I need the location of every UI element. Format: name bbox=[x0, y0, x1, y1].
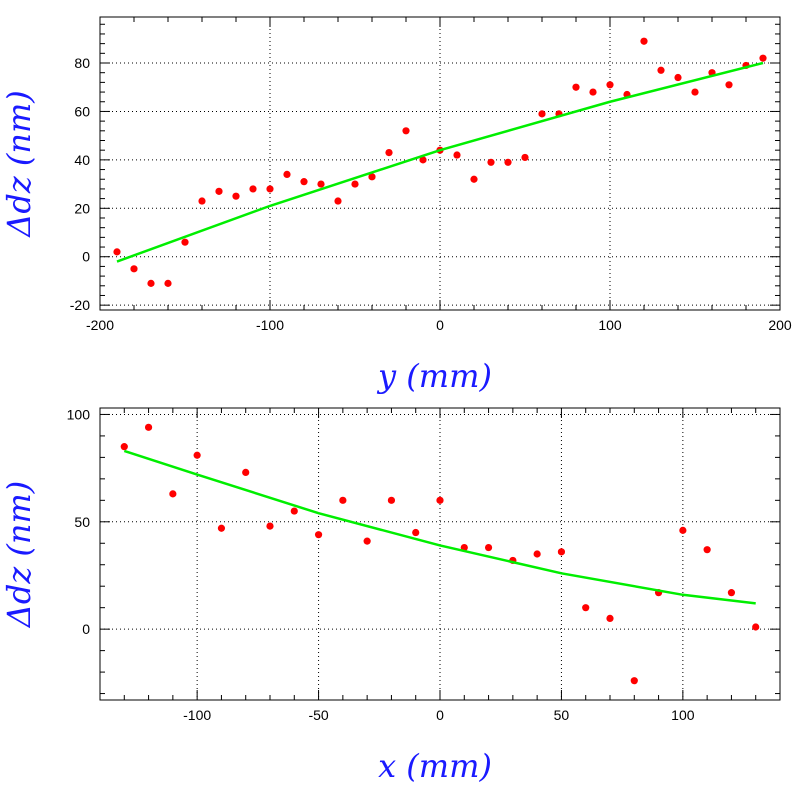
data-point bbox=[385, 149, 393, 157]
x-tick-label: 0 bbox=[436, 317, 444, 333]
data-point bbox=[630, 677, 638, 685]
data-point bbox=[412, 528, 420, 537]
data-point bbox=[120, 443, 128, 451]
y-tick-label: 50 bbox=[74, 514, 90, 530]
data-point bbox=[217, 524, 226, 532]
data-point bbox=[538, 110, 546, 118]
y-tick-label: 100 bbox=[67, 406, 91, 422]
data-point bbox=[339, 496, 347, 504]
data-point bbox=[759, 54, 767, 62]
data-point bbox=[679, 526, 687, 534]
data-point bbox=[300, 178, 308, 186]
data-point bbox=[215, 187, 223, 195]
x-tick-label: 200 bbox=[768, 317, 792, 333]
x-axis-title: y (mm) bbox=[376, 357, 492, 395]
y-tick-label: 20 bbox=[74, 200, 90, 216]
data-point bbox=[283, 170, 291, 178]
data-point bbox=[351, 180, 359, 188]
data-point bbox=[169, 490, 177, 498]
data-point bbox=[113, 248, 121, 256]
data-point bbox=[657, 66, 665, 74]
data-point bbox=[557, 548, 566, 556]
x-tick-label: -100 bbox=[256, 317, 284, 333]
data-point bbox=[606, 81, 614, 89]
data-point bbox=[232, 192, 240, 200]
data-point bbox=[314, 531, 323, 539]
x-axis-title: x (mm) bbox=[378, 747, 492, 785]
data-point bbox=[249, 185, 257, 193]
x-tick-label: 50 bbox=[554, 707, 570, 723]
data-point bbox=[147, 279, 155, 287]
data-point bbox=[266, 185, 274, 193]
data-point bbox=[266, 522, 274, 530]
x-tick-label: 0 bbox=[436, 707, 444, 723]
data-point bbox=[290, 507, 298, 515]
data-point bbox=[470, 175, 478, 183]
data-point bbox=[589, 88, 597, 96]
data-point bbox=[387, 496, 396, 504]
data-point bbox=[130, 265, 138, 273]
data-point bbox=[533, 550, 541, 558]
data-point bbox=[368, 173, 376, 181]
fit-line bbox=[123, 449, 756, 605]
data-point bbox=[402, 127, 410, 135]
data-point bbox=[419, 156, 427, 164]
data-point bbox=[242, 468, 250, 477]
data-point bbox=[453, 151, 461, 159]
x-tick-label: -200 bbox=[86, 317, 114, 333]
data-point bbox=[164, 279, 172, 287]
data-point bbox=[144, 423, 153, 431]
y-tick-label: 60 bbox=[74, 103, 90, 119]
bottom-panel: -100 -50 0 50 100 0 50 100 x (mm) Δdz (nm) bbox=[0, 406, 781, 785]
y-axis-title: Δdz (nm) bbox=[0, 481, 38, 630]
y-tick-label: -20 bbox=[70, 297, 90, 313]
data-point bbox=[674, 73, 682, 82]
data-point bbox=[487, 158, 495, 166]
y-tick-label: 40 bbox=[74, 152, 90, 168]
x-tick-label: 100 bbox=[671, 707, 695, 723]
data-point bbox=[727, 589, 736, 597]
data-point bbox=[521, 153, 529, 162]
x-tick-label: -100 bbox=[183, 707, 211, 723]
data-point bbox=[703, 546, 711, 554]
data-point bbox=[363, 537, 371, 545]
y-axis-title: Δdz (nm) bbox=[0, 90, 38, 239]
data-point bbox=[504, 158, 512, 166]
data-point bbox=[582, 604, 590, 612]
data-point bbox=[317, 180, 325, 188]
y-tick-label: 0 bbox=[82, 249, 90, 265]
data-point bbox=[752, 623, 760, 631]
data-point bbox=[572, 83, 580, 91]
data-point bbox=[691, 88, 699, 96]
data-point bbox=[725, 81, 733, 89]
data-point bbox=[193, 451, 201, 459]
x-tick-label: 100 bbox=[598, 317, 622, 333]
data-point bbox=[334, 197, 342, 205]
data-point bbox=[436, 496, 444, 504]
data-point bbox=[606, 614, 614, 623]
data-point bbox=[640, 37, 648, 45]
y-tick-label: 0 bbox=[82, 621, 90, 637]
data-point bbox=[198, 197, 206, 205]
x-tick-label: -50 bbox=[308, 707, 328, 723]
fit-line bbox=[116, 61, 764, 263]
plot-frame bbox=[99, 16, 781, 311]
data-point bbox=[181, 238, 189, 246]
data-point bbox=[484, 543, 493, 552]
y-tick-label: 80 bbox=[74, 55, 90, 71]
